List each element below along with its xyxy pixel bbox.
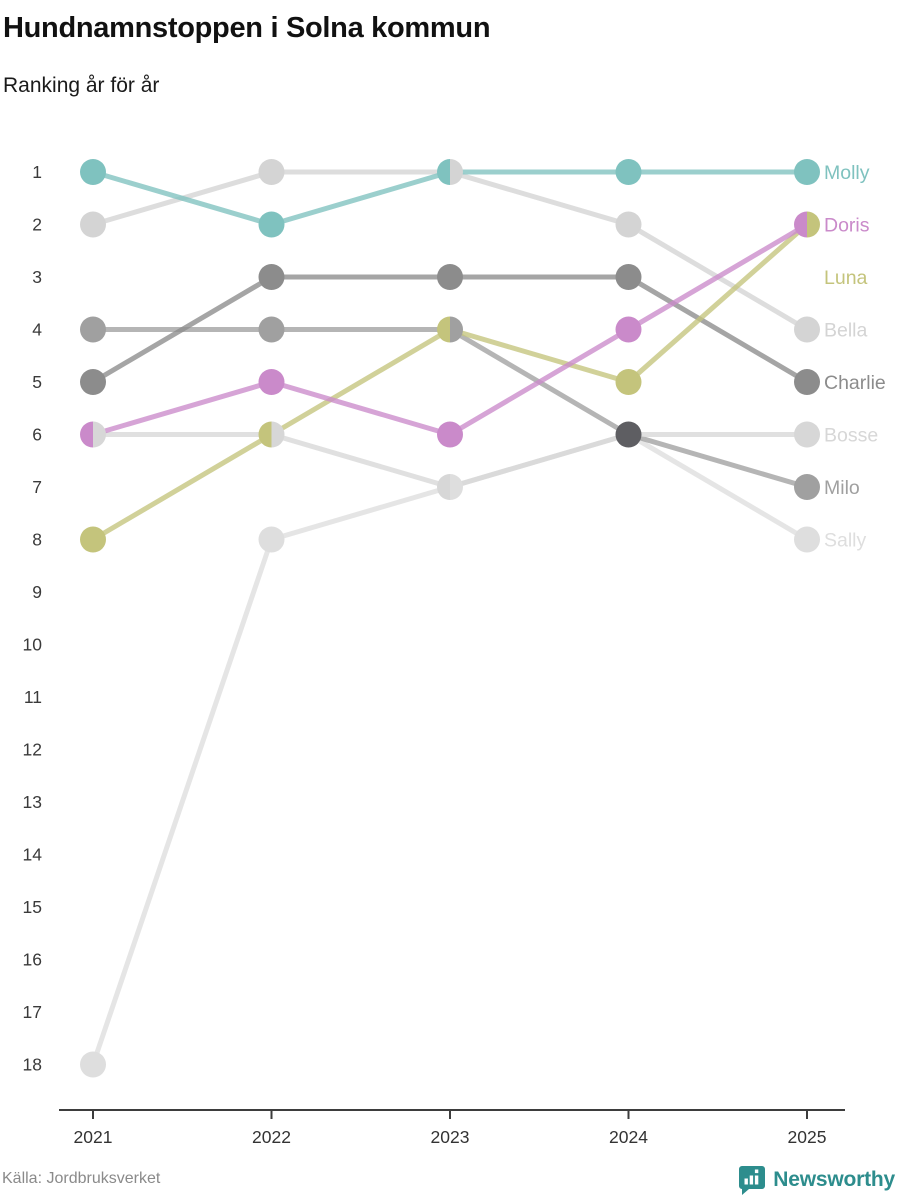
y-axis-rank-label: 18 [23, 1055, 42, 1075]
data-point-dot [258, 264, 285, 290]
data-point-dot-tie-right [450, 316, 464, 343]
y-axis-rank-label: 13 [23, 792, 42, 812]
y-axis-rank-label: 8 [32, 530, 42, 550]
x-axis-year-label: 2023 [431, 1127, 470, 1147]
data-point-dot-tie-left [258, 421, 272, 448]
data-point-dot [615, 369, 642, 395]
data-point-dot [615, 264, 642, 290]
series-end-label-milo: Milo [824, 477, 860, 499]
series-line-sally [90, 432, 809, 1066]
brand-name: Newsworthy [773, 1168, 895, 1191]
y-axis-rank-label: 3 [32, 267, 42, 287]
data-point-dot [80, 526, 106, 553]
y-axis-rank-label: 15 [23, 897, 42, 917]
source-note: Källa: Jordbruksverket [2, 1170, 161, 1187]
data-point-dot-tie-right [271, 421, 285, 448]
y-axis-rank-label: 16 [23, 950, 42, 970]
x-axis-year-label: 2024 [609, 1127, 648, 1147]
data-point-dot-tie-left [80, 421, 93, 448]
data-point-dot [80, 211, 106, 238]
series-end-label-bosse: Bosse [824, 424, 878, 446]
data-point-dot [794, 474, 820, 500]
data-point-dot-tie-right [807, 211, 821, 238]
x-axis-year-label: 2022 [252, 1127, 291, 1147]
data-point-dot-tie-left [437, 159, 450, 185]
data-point-dot [258, 211, 285, 238]
x-axis-year-label: 2025 [788, 1127, 827, 1147]
series-line-milo [93, 327, 808, 490]
data-point-dot-tie-right [93, 421, 107, 448]
y-axis-rank-label: 11 [24, 687, 42, 707]
series-end-label-doris: Doris [824, 214, 870, 236]
data-point-dot [80, 316, 106, 343]
y-axis-rank-label: 5 [32, 372, 42, 392]
series-end-label-luna: Luna [824, 267, 868, 289]
data-point-dot-tie-left [794, 211, 807, 238]
data-point-dot-tie-right [450, 159, 463, 185]
series-end-label-molly: Molly [824, 162, 870, 184]
y-axis-rank-label: 4 [32, 320, 42, 340]
data-point-dot [437, 264, 463, 290]
page-subtitle: Ranking år för år [3, 74, 160, 97]
y-axis-rank-label: 14 [23, 845, 43, 865]
data-point-dot [80, 159, 106, 185]
data-point-dot-tie-left [437, 316, 450, 343]
y-axis-rank-label: 12 [23, 740, 42, 760]
series-end-label-sally: Sally [824, 529, 867, 551]
data-point-dot [794, 369, 820, 395]
series-end-label-charlie: Charlie [824, 372, 886, 394]
y-axis-rank-label: 9 [32, 582, 42, 602]
data-point-dot [258, 316, 285, 343]
data-point-dot [794, 159, 820, 185]
data-point-dot [258, 369, 285, 395]
series-line-bella [92, 169, 809, 332]
data-point-dot [615, 316, 642, 343]
brand: Newsworthy [738, 1165, 895, 1195]
data-point-dot [80, 369, 106, 395]
y-axis-rank-label: 17 [23, 1002, 42, 1022]
data-point-dot-tie-left [437, 474, 450, 500]
data-point-dot [258, 526, 285, 553]
newsworthy-logo-icon [739, 1166, 766, 1195]
data-point-dot [80, 1051, 106, 1078]
data-point-dot [437, 421, 463, 448]
page-title: Hundnamnstoppen i Solna kommun [3, 12, 491, 44]
y-axis-rank-label: 10 [23, 635, 43, 655]
y-axis-rank-label: 7 [32, 477, 42, 497]
y-axis-rank-label: 6 [32, 425, 42, 445]
data-point-dot [258, 159, 285, 185]
data-point-dot [615, 211, 642, 238]
data-point-dot [794, 526, 820, 553]
y-axis-rank-label: 1 [32, 162, 42, 182]
y-axis-rank-label: 2 [32, 215, 42, 235]
data-point-dot-tie-right [450, 474, 463, 500]
data-point-dot [794, 421, 820, 448]
data-point-dot [615, 159, 642, 185]
data-point-dot [794, 316, 820, 343]
x-axis-year-label: 2021 [74, 1127, 113, 1147]
data-point-dot-multi-tie [615, 421, 642, 448]
series-end-label-bella: Bella [824, 319, 868, 341]
